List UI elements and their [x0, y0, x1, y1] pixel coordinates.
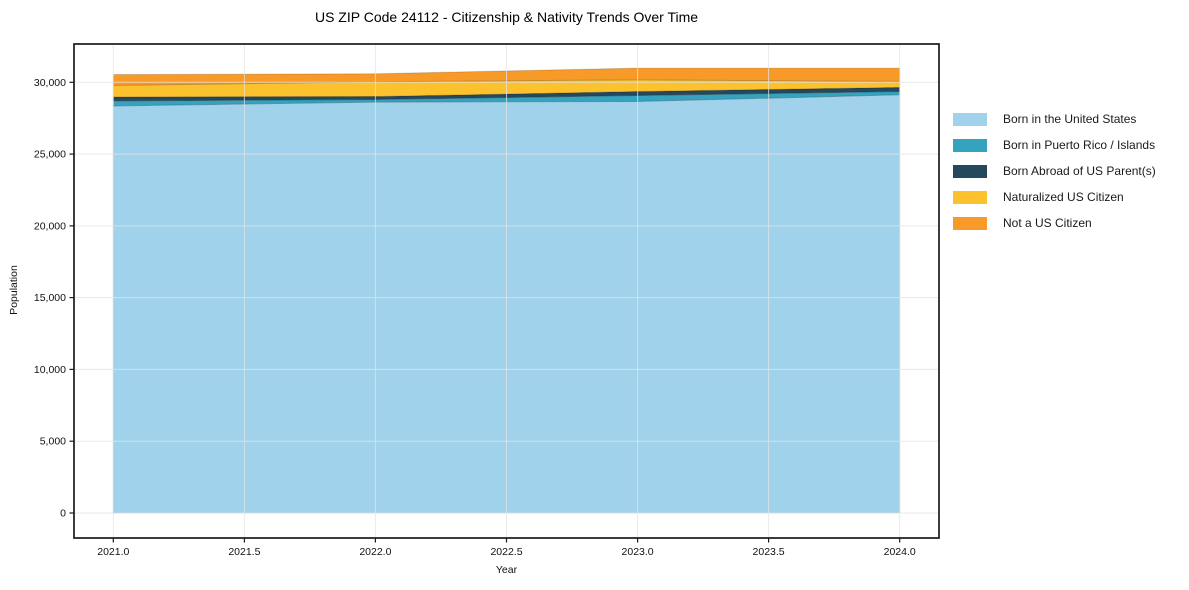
- legend-swatch: [953, 216, 987, 230]
- x-tick-label: 2023.0: [622, 546, 654, 558]
- x-tick-label: 2021.5: [228, 546, 260, 558]
- legend-item: Not a US Citizen: [953, 210, 1156, 236]
- legend-swatch: [953, 112, 987, 126]
- y-tick-label: 20,000: [34, 220, 66, 232]
- legend-label: Born in Puerto Rico / Islands: [1003, 138, 1156, 152]
- y-tick-label: 10,000: [34, 364, 66, 376]
- y-tick-label: 5,000: [40, 436, 66, 448]
- legend: Born in the United States Born in Puerto …: [953, 106, 1156, 236]
- y-tick-label: 30,000: [34, 77, 66, 89]
- y-tick-label: 0: [60, 508, 66, 520]
- x-tick-label: 2023.5: [753, 546, 785, 558]
- legend-label: Naturalized US Citizen: [1003, 190, 1124, 204]
- legend-item: Born in the United States: [953, 106, 1156, 132]
- legend-label: Born Abroad of US Parent(s): [1003, 164, 1156, 178]
- y-tick-label: 25,000: [34, 149, 66, 161]
- x-tick-label: 2022.5: [490, 546, 522, 558]
- x-tick-label: 2022.0: [359, 546, 391, 558]
- y-tick-label: 15,000: [34, 292, 66, 304]
- x-tick-label: 2021.0: [97, 546, 129, 558]
- legend-item: Naturalized US Citizen: [953, 184, 1156, 210]
- legend-item: Born in Puerto Rico / Islands: [953, 132, 1156, 158]
- chart-title: US ZIP Code 24112 - Citizenship & Nativi…: [314, 9, 699, 25]
- legend-item: Born Abroad of US Parent(s): [953, 158, 1156, 184]
- legend-label: Not a US Citizen: [1003, 216, 1092, 230]
- x-axis-label: Year: [495, 564, 518, 576]
- x-tick-label: 2024.0: [884, 546, 916, 558]
- legend-swatch: [953, 190, 987, 204]
- legend-label: Born in the United States: [1003, 112, 1137, 126]
- legend-swatch: [953, 138, 987, 152]
- legend-swatch: [953, 164, 987, 178]
